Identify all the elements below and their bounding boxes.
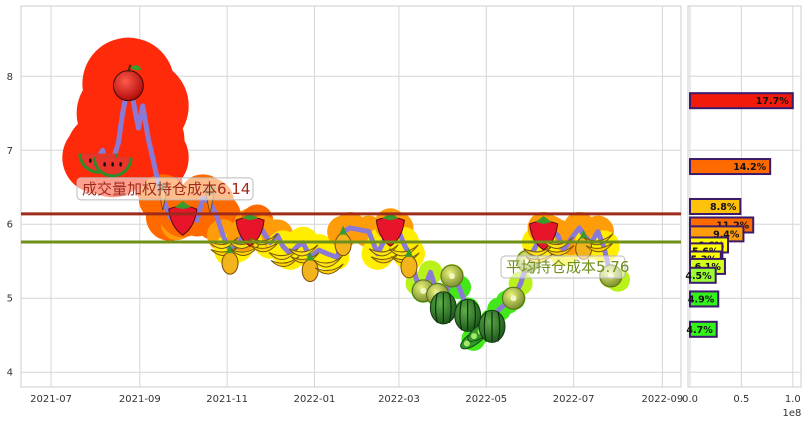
x-tick-label: 2022-05	[465, 394, 507, 405]
apple-icon	[112, 64, 144, 102]
volume-bar-label: 4.7%	[686, 325, 713, 336]
strawberry-icon	[235, 212, 265, 247]
volume-bar	[689, 290, 720, 308]
side-x-tick-label: 1.0	[785, 394, 801, 405]
banana-icon	[543, 236, 575, 256]
side-panel: 17.7%14.2%8.8%11.2%9.4%6.6%5.6%5.3%6.1%4…	[682, 5, 802, 419]
pineapple-icon	[334, 225, 352, 257]
volume-bar	[689, 320, 718, 338]
y-tick-label: 7	[7, 146, 13, 157]
x-tick-label: 2021-11	[206, 394, 248, 405]
x-tick-label: 2022-01	[294, 394, 336, 405]
cost-label-box	[76, 177, 254, 201]
pineapple-icon	[301, 251, 319, 283]
volume-bar	[689, 266, 717, 284]
cost-lines: 成交量加权持仓成本6.14 平均持仓成本5.76	[21, 177, 681, 279]
banana-icon	[288, 244, 320, 264]
side-axis-ticks: 0.0 0.5 1.0 1e8	[682, 394, 801, 419]
banana-icon	[268, 248, 300, 267]
watermelon-slice-icon	[92, 157, 133, 178]
melon-icon	[478, 309, 506, 343]
volume-bar-label: 14.2%	[733, 162, 766, 173]
x-tick-label: 2022-07	[553, 394, 595, 405]
strawberry-icon	[375, 212, 405, 247]
volume-bar-label: 4.9%	[688, 294, 715, 305]
cost-label-box	[500, 255, 626, 279]
volume-bar-label: 9.4%	[713, 229, 740, 240]
volume-bars: 17.7%14.2%8.8%11.2%9.4%6.6%5.6%5.3%6.1%4…	[685, 92, 794, 338]
cost-label: 成交量加权持仓成本6.14	[82, 180, 250, 198]
volume-bar	[689, 197, 742, 215]
main-axis-ticks: 2021-07 2021-09 2021-11 2022-01 2022-03 2022-…	[7, 72, 684, 405]
y-tick-label: 6	[7, 220, 13, 231]
volume-bar-label: 17.7%	[756, 96, 789, 107]
melon-icon	[429, 291, 457, 325]
volume-bar-label: 8.8%	[710, 202, 737, 213]
side-x-tick-label: 0.0	[682, 394, 698, 405]
cost-label: 平均持仓成本5.76	[506, 258, 629, 276]
side-x-tick-label: 0.5	[733, 394, 749, 405]
melon-icon	[454, 298, 482, 332]
side-axis-offset: 1e8	[783, 408, 802, 419]
kiwi-icon	[440, 264, 464, 288]
pineapple-icon	[400, 247, 418, 279]
volume-bar-label: 4.5%	[685, 271, 712, 282]
x-tick-label: 2022-09	[641, 394, 683, 405]
x-tick-label: 2021-09	[119, 394, 161, 405]
y-tick-label: 5	[7, 294, 13, 305]
banana-icon	[388, 244, 420, 264]
volume-bar	[689, 158, 772, 176]
x-tick-label: 2022-03	[378, 394, 420, 405]
x-tick-label: 2021-07	[30, 394, 72, 405]
volume-bar	[689, 92, 794, 110]
y-tick-label: 8	[7, 72, 13, 83]
kiwi-icon	[501, 286, 525, 310]
y-tick-label: 4	[7, 368, 13, 379]
